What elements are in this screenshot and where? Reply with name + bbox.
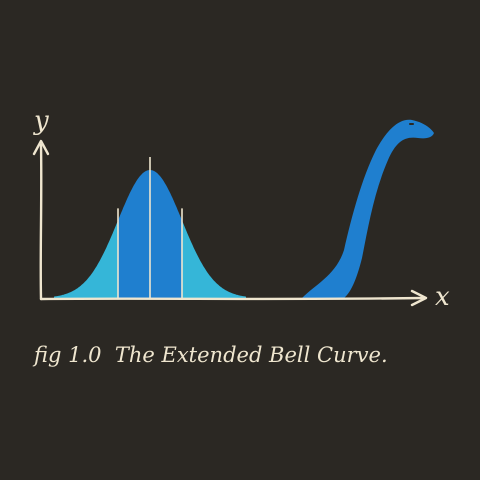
x-axis-line (39, 296, 425, 301)
figure-caption: fig 1.0 The Extended Bell Curve. (32, 343, 388, 367)
y-axis-arrow (32, 139, 50, 156)
y-axis-line (39, 143, 43, 301)
x-axis-label: x (435, 282, 450, 312)
axes (32, 139, 428, 307)
bell-curve (54, 157, 246, 298)
monster-neck-shape (302, 119, 434, 298)
bell-band-left (54, 220, 118, 298)
y-axis-label: y (33, 106, 49, 136)
sigma-lines (117, 157, 183, 298)
x-axis-arrow (410, 289, 428, 307)
bell-band-right (182, 220, 246, 298)
